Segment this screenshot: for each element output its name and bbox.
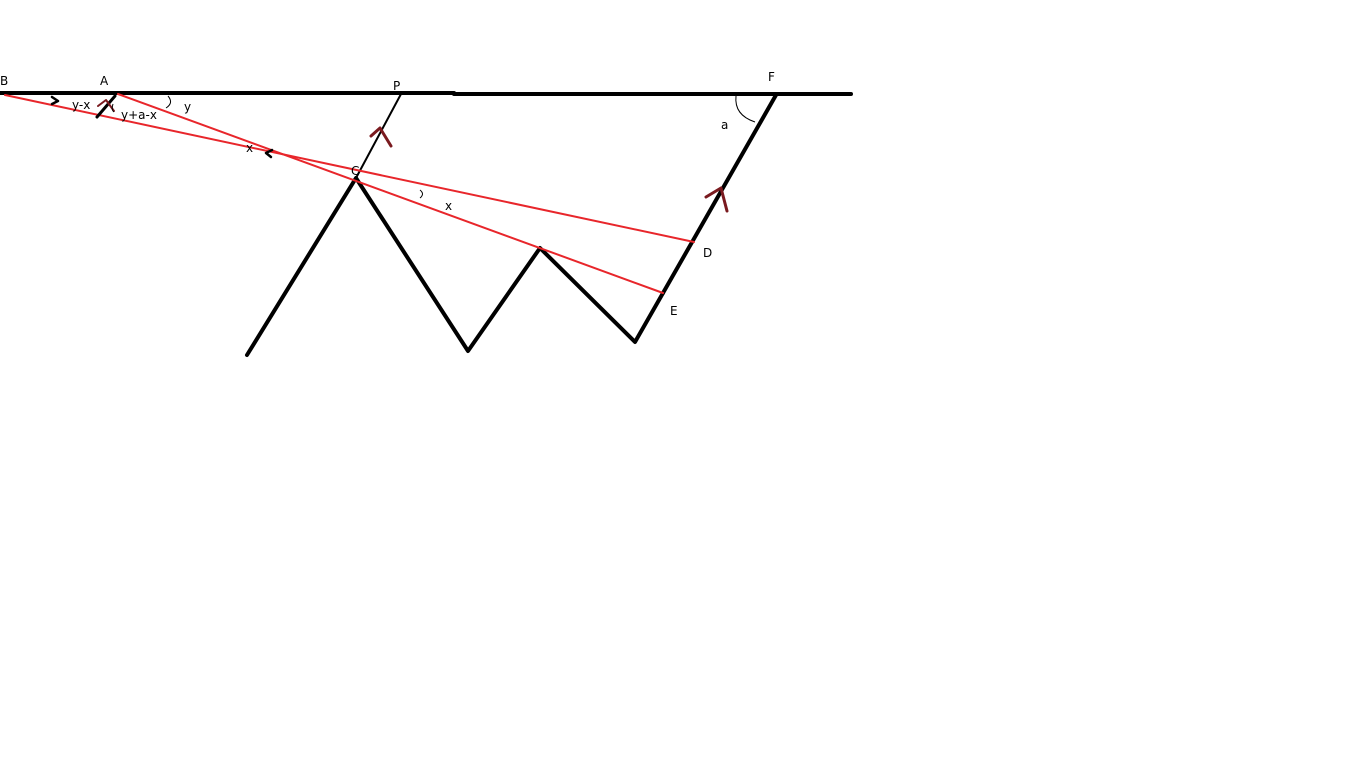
angle-label-y-minus-x: y-x (72, 98, 90, 112)
line-p-c (355, 93, 402, 179)
angle-arc-x-lower (419, 189, 423, 199)
tick-at-a (95, 94, 117, 119)
angle-arc-y (165, 95, 172, 109)
arrow-marker-a (97, 99, 115, 112)
angle-arc-a-inner (111, 103, 115, 113)
arrow-marker-pc (369, 126, 393, 148)
angle-mark-upper-x (264, 148, 274, 159)
label-b: B (0, 74, 8, 88)
label-p: P (393, 79, 400, 93)
angle-label-x-lower: x (445, 199, 452, 213)
label-a: A (100, 74, 109, 88)
angle-mark-b (50, 95, 60, 106)
angle-label-y-plus-a-minus-x: y+a-x (121, 108, 157, 122)
label-f: F (768, 70, 775, 84)
ray-b-d (4, 94, 695, 243)
arrow-marker-ef (704, 186, 729, 213)
label-c: C (351, 164, 359, 178)
angle-arc-a (735, 95, 756, 123)
angle-label-y: y (184, 100, 191, 114)
line-e-f (661, 93, 778, 295)
label-d: D (703, 246, 712, 260)
zigzag-line (245, 176, 665, 357)
angle-label-x-upper: x (246, 141, 253, 155)
label-e: E (670, 304, 678, 318)
ray-a-e (117, 93, 664, 294)
angle-label-a: a (721, 118, 728, 132)
